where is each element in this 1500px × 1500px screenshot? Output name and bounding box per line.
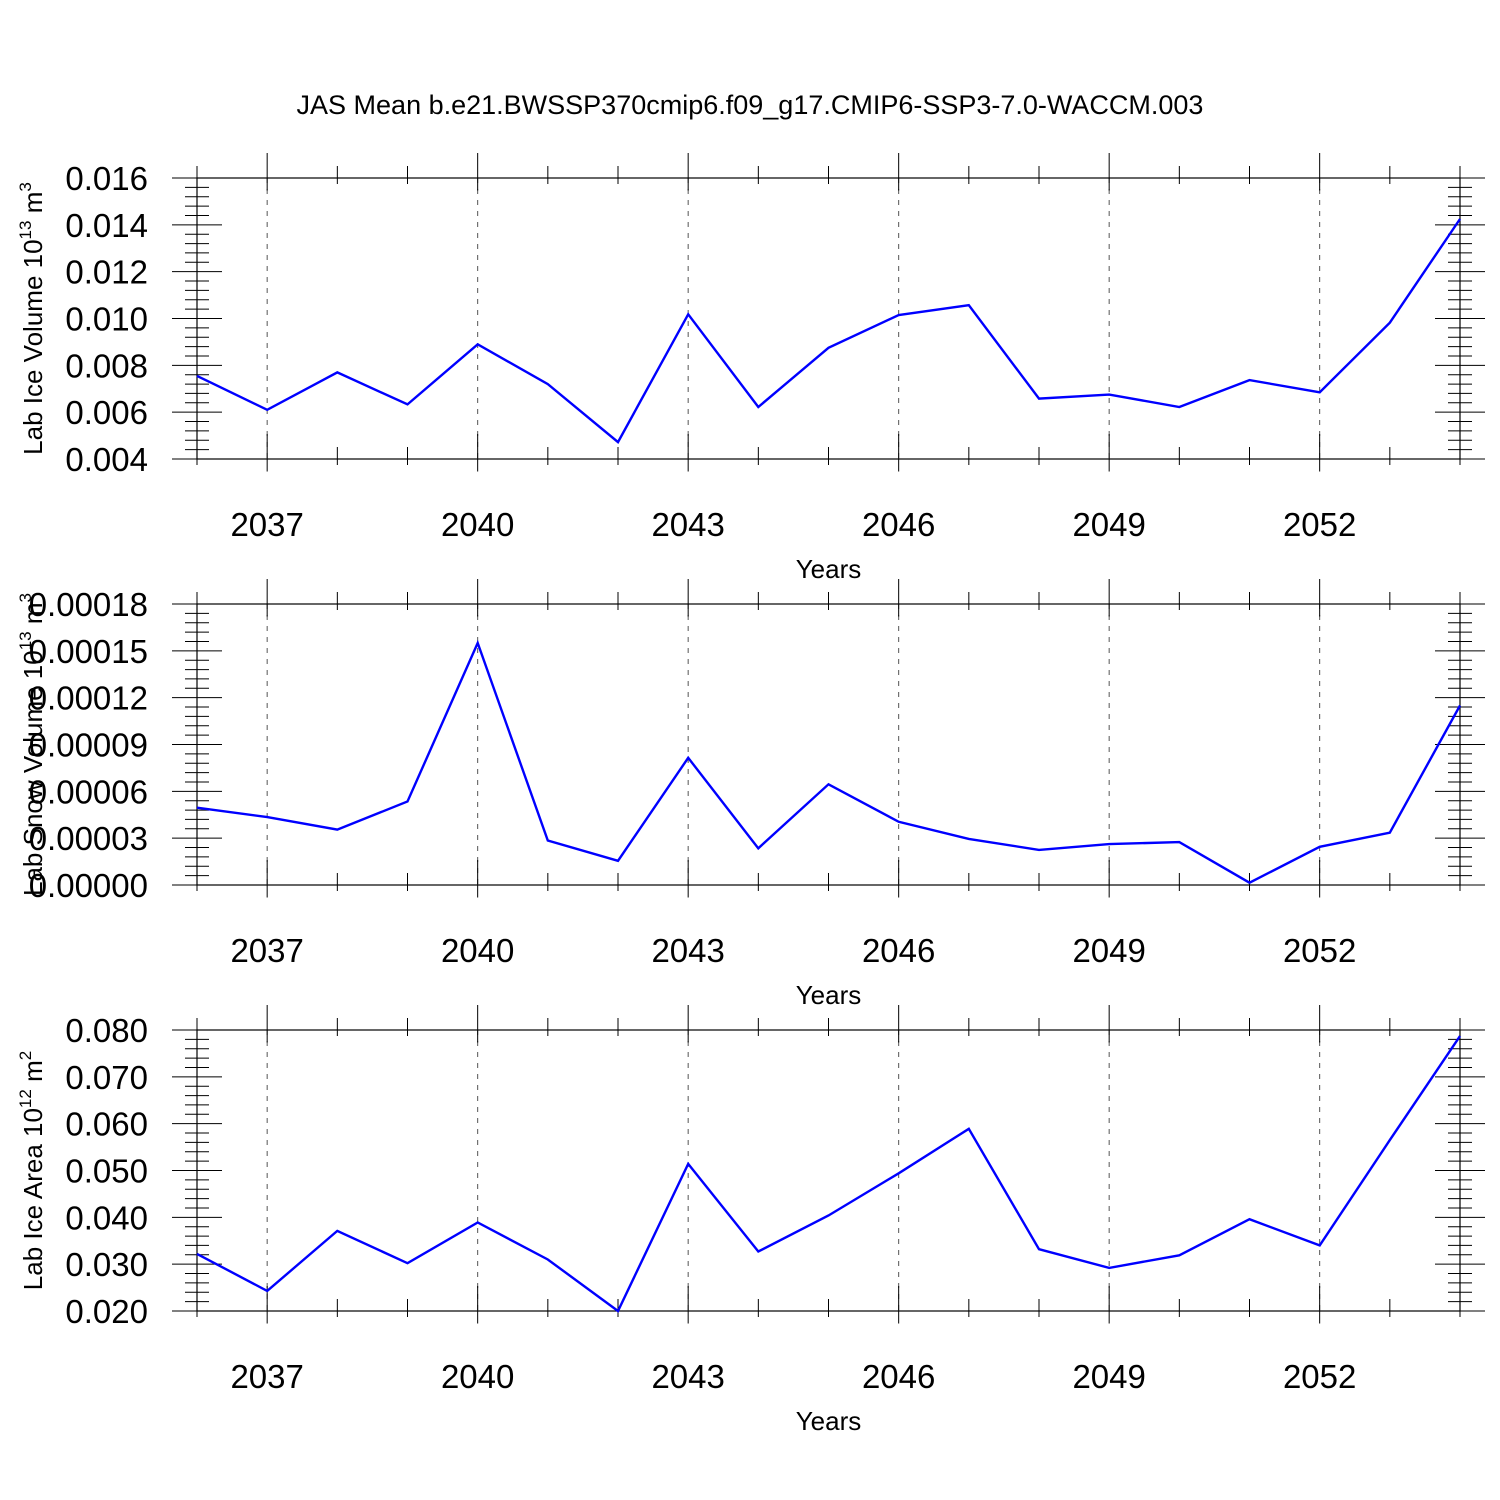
x-tick-label: 2040 (441, 1358, 514, 1395)
x-tick-label: 2049 (1072, 506, 1145, 543)
x-tick-label: 2037 (230, 506, 303, 543)
x-tick-label: 2046 (862, 506, 935, 543)
x-tick-label: 2052 (1283, 506, 1356, 543)
x-tick-label: 2040 (441, 506, 514, 543)
y-axis-label-superscript: 13 (16, 221, 35, 240)
series-line (196, 1035, 1461, 1313)
x-tick-label: 2037 (230, 1358, 303, 1395)
y-tick-label: 0.006 (65, 394, 148, 431)
y-tick-label: 0.00003 (29, 820, 148, 857)
figure-title: JAS Mean b.e21.BWSSP370cmip6.f09_g17.CMI… (297, 90, 1204, 120)
y-tick-label: 0.00006 (29, 773, 148, 810)
y-tick-label: 0.040 (65, 1199, 148, 1236)
panel-ice-area: 0.020 0.030 0.040 0.050 0.060 0.070 0.080 2037 2… (16, 1005, 1485, 1436)
y-tick-label: 0.00015 (29, 633, 148, 670)
series-line (196, 639, 1462, 885)
x-tick-label: 2046 (862, 1358, 935, 1395)
x-tick-label: 2046 (862, 932, 935, 969)
y-axis-label-part: Lab Ice Volume 10 (18, 239, 48, 454)
y-axis-label-superscript: 3 (16, 182, 35, 191)
y-axis-label-superscript: 13 (16, 631, 35, 650)
y-axis-label-part: m (18, 192, 48, 221)
x-tick-label: 2049 (1072, 1358, 1145, 1395)
x-tick-label: 2037 (230, 932, 303, 969)
y-tick-label: 0.080 (65, 1012, 148, 1049)
x-tick-label: 2049 (1072, 932, 1145, 969)
y-tick-label: 0.010 (65, 301, 148, 338)
y-tick-label: 0.00000 (29, 867, 148, 904)
x-tick-label: 2043 (651, 932, 724, 969)
x-axis-label: Years (796, 980, 862, 1010)
panel-ice-volume: 0.004 0.006 0.008 0.010 0.012 0.014 0.016 2037 2… (16, 153, 1485, 584)
x-tick-label: 2052 (1283, 932, 1356, 969)
y-tick-label: 0.016 (65, 160, 148, 197)
y-axis-label-part: Lab Ice Area 10 (18, 1108, 48, 1290)
y-tick-label: 0.004 (65, 441, 148, 478)
plot-frame (196, 603, 1461, 886)
y-tick-label: 0.020 (65, 1293, 148, 1330)
x-tick-label: 2040 (441, 932, 514, 969)
y-axis-label-part: m (18, 1060, 48, 1089)
x-tick-label: 2043 (651, 506, 724, 543)
y-axis-label-part: m (18, 602, 48, 631)
y-tick-label: 0.070 (65, 1059, 148, 1096)
y-tick-label: 0.012 (65, 254, 148, 291)
y-axis-label-superscript: 12 (16, 1089, 35, 1108)
y-axis-label-superscript: 2 (16, 1051, 35, 1060)
y-axis-label-superscript: 3 (16, 593, 35, 602)
y-tick-label: 0.008 (65, 347, 148, 384)
plot-frame (196, 177, 1461, 460)
series-line (196, 218, 1461, 444)
x-axis-label: Years (796, 554, 862, 584)
y-tick-label: 0.00018 (29, 586, 148, 623)
y-tick-label: 0.00012 (29, 680, 148, 717)
y-tick-label: 0.060 (65, 1106, 148, 1143)
y-tick-label: 0.00009 (29, 727, 148, 764)
y-tick-label: 0.030 (65, 1246, 148, 1283)
y-axis-label: Lab Snow Volume 1013 m3 (16, 593, 48, 896)
y-tick-label: 0.050 (65, 1153, 148, 1190)
x-axis-label: Years (796, 1406, 862, 1436)
y-axis-label: Lab Ice Volume 1013 m3 (16, 182, 48, 455)
panel-snow-volume: 0.00000 0.00003 0.00006 0.00009 0.00012 0.000… (16, 579, 1485, 1010)
y-axis-label-part: Lab Snow Volume 10 (18, 650, 48, 896)
x-tick-label: 2043 (651, 1358, 724, 1395)
x-tick-label: 2052 (1283, 1358, 1356, 1395)
y-axis-label: Lab Ice Area 1012 m2 (16, 1051, 48, 1290)
y-tick-label: 0.014 (65, 207, 148, 244)
plot-frame (196, 1029, 1461, 1312)
